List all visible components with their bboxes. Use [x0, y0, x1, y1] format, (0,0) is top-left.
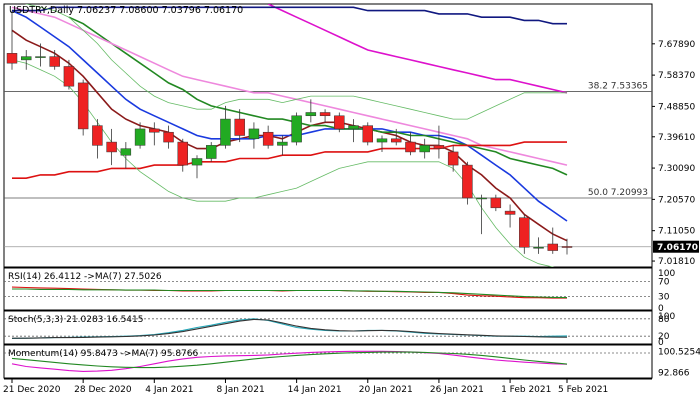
y-tick-label: 7.11050	[658, 227, 695, 237]
overlay-ma_pink-line	[11, 6, 568, 166]
candle-body	[362, 125, 373, 143]
price-pane-frame	[3, 3, 653, 268]
indicator-tick-label: 20	[658, 332, 670, 342]
candle-body	[262, 131, 274, 146]
candle-body	[6, 53, 18, 64]
indicator-panel-title: Stoch(5,3,3) 21.0283 16.5415	[8, 315, 143, 325]
indicator-series-line	[11, 351, 568, 369]
overlay-ma_navy-line	[12, 6, 567, 25]
candle-body	[92, 125, 103, 146]
candle-body	[291, 115, 302, 143]
overlay-ma_red-line	[12, 141, 567, 179]
fib-level-label: 50.0 7.20993	[588, 188, 648, 198]
candle-body	[120, 148, 132, 156]
overlay-ma_magenta-line	[267, 4, 568, 94]
candle-body	[462, 164, 473, 199]
candle-body	[447, 151, 459, 166]
candle-body	[433, 145, 445, 149]
candle-body	[376, 138, 388, 143]
candle-body	[504, 210, 516, 215]
indicator-panel-title: Momentum(14) 95.8473 ->MA(7) 95.8766	[8, 349, 199, 359]
candle-body	[220, 118, 231, 146]
overlay-ma_green-line	[68, 16, 568, 176]
x-tick-label: 4 Jan 2021	[145, 385, 193, 395]
candle-body	[519, 217, 530, 248]
x-tick-label: 14 Jan 2021	[288, 385, 342, 395]
indicator-series-line	[11, 350, 568, 372]
candle-body	[348, 125, 359, 130]
candle-body	[35, 56, 46, 58]
overlay-ma_blue-line	[11, 9, 568, 222]
candle-body	[134, 128, 146, 146]
indicator-series-line	[12, 288, 568, 299]
chart-symbol-title: USDTRY,Daily 7.06237 7.08600 7.03796 7.0…	[9, 5, 243, 16]
indicator-tick-label: 100	[658, 269, 675, 279]
x-tick-label: 5 Feb 2021	[558, 385, 608, 395]
candle-body	[319, 112, 331, 117]
candle-body	[277, 141, 288, 146]
candle-body	[21, 56, 32, 61]
candle-body	[533, 247, 544, 249]
x-tick-label: 26 Jan 2021	[430, 385, 484, 395]
indicator-tick-label: 80	[658, 315, 670, 325]
indicator-pane-frame	[3, 344, 653, 379]
candle-body	[163, 131, 174, 143]
y-tick-label: 7.39610	[658, 133, 695, 143]
overlay-bb-line	[11, 59, 555, 267]
candle-body	[561, 246, 573, 248]
fib-level-label: 38.2 7.53365	[588, 82, 648, 92]
candle-body	[391, 138, 402, 143]
candle-body	[305, 112, 317, 117]
candle-body	[476, 197, 487, 200]
candle-body	[234, 118, 245, 136]
y-tick-label: 7.67890	[658, 40, 695, 50]
candle-body	[490, 197, 502, 209]
indicator-pane-frame	[3, 267, 653, 311]
candle-body	[149, 128, 160, 133]
y-tick-label: 7.01810	[658, 257, 695, 267]
indicator-tick-label: 100.5254	[658, 348, 700, 358]
candle-body	[191, 158, 203, 166]
indicator-tick-label: 0	[658, 338, 664, 348]
current-price-label: 7.06170	[657, 243, 698, 253]
candle-body	[419, 145, 430, 153]
y-tick-label: 7.20570	[658, 195, 695, 205]
x-tick-label: 21 Dec 2020	[3, 385, 61, 395]
candle-body	[547, 243, 558, 251]
candle-body	[49, 56, 60, 67]
candle-body	[405, 141, 416, 153]
x-tick-label: 8 Jan 2021	[216, 385, 264, 395]
y-tick-label: 7.58370	[658, 71, 695, 81]
candle-body	[106, 141, 117, 153]
indicator-tick-label: 70	[658, 277, 670, 287]
current-price-tag	[653, 240, 699, 253]
indicator-pane-frame	[3, 310, 653, 345]
x-tick-label: 1 Feb 2021	[501, 385, 551, 395]
indicator-tick-label: 100	[658, 312, 675, 322]
candle-body	[177, 141, 189, 166]
indicator-tick-label: 92.866	[658, 368, 690, 378]
x-tick-label: 20 Jan 2021	[359, 385, 413, 395]
indicator-tick-label: 0	[658, 304, 664, 314]
indicator-panel-title: RSI(14) 26.4112 ->MA(7) 27.5026	[8, 272, 162, 282]
candle-body	[248, 128, 260, 140]
candle-body	[63, 66, 75, 87]
y-tick-label: 7.30090	[658, 164, 695, 174]
indicator-series-line	[12, 318, 568, 339]
indicator-tick-label: 30	[658, 293, 670, 303]
candle-body	[77, 82, 89, 130]
y-tick-label: 7.48850	[658, 102, 695, 112]
x-tick-label: 28 Dec 2020	[74, 385, 132, 395]
overlay-bb-line	[24, 4, 567, 120]
candle-body	[206, 145, 217, 159]
candle-body	[334, 115, 345, 130]
